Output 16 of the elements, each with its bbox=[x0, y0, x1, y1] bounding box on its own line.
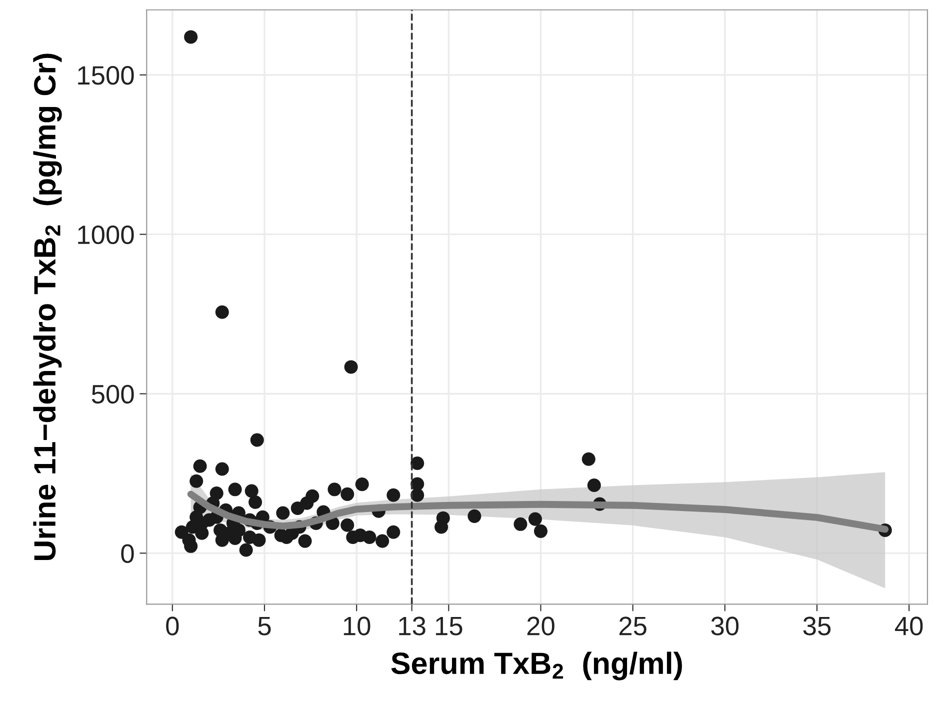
y-axis-title: Urine 11−dehydro TxB$_{2}$ (pg/mg Cr) bbox=[33, 54, 62, 560]
x-tick-label: 15 bbox=[436, 616, 462, 636]
x-tick-label: 10 bbox=[344, 616, 370, 636]
y-tick-label: 1500 bbox=[78, 66, 134, 85]
y-tick-label: 500 bbox=[92, 384, 134, 404]
x-tick-label: 0 bbox=[166, 616, 179, 636]
y-tick-label: 1000 bbox=[78, 225, 134, 244]
x-tick-label: 40 bbox=[894, 616, 923, 636]
y-tick-label: 0 bbox=[121, 544, 134, 563]
x-tick-label: 5 bbox=[258, 616, 271, 636]
x-tick-label: 13 bbox=[399, 616, 426, 636]
x-tick-label: 20 bbox=[527, 616, 554, 636]
x-tick-label: 30 bbox=[711, 616, 739, 636]
x-axis-title: Serum TxB$_{2}$ (ng/ml) bbox=[391, 652, 682, 680]
x-tick-label: 25 bbox=[619, 616, 646, 636]
x-tick-label: 35 bbox=[803, 616, 831, 636]
